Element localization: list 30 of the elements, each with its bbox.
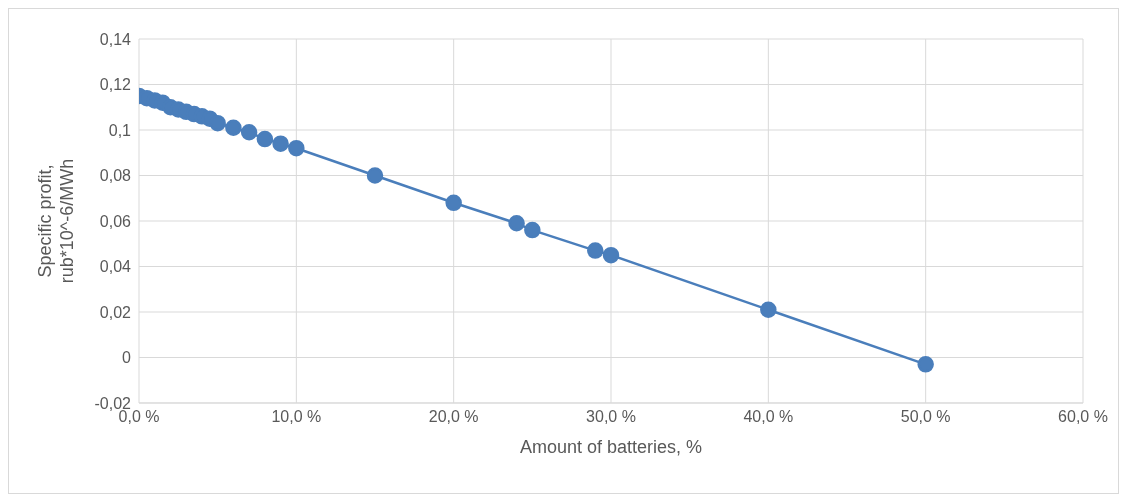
y-tick-label: 0,02 — [99, 303, 132, 321]
point — [209, 114, 226, 132]
y-tick-label: 0,12 — [99, 76, 132, 94]
point — [760, 301, 777, 318]
x-axis-title: Amount of batteries, % — [519, 437, 703, 457]
point — [602, 246, 620, 264]
point — [917, 356, 934, 373]
point — [272, 135, 289, 152]
point — [288, 139, 305, 157]
y-axis-title: Specific profit, rub*10^-6/MWh — [35, 158, 77, 284]
point — [240, 124, 258, 141]
point — [445, 194, 462, 212]
x-tick-label: 10,0 % — [271, 408, 322, 426]
point — [256, 130, 274, 148]
point — [587, 242, 604, 259]
point — [225, 119, 242, 136]
y-tick-label: 0,1 — [108, 121, 132, 139]
x-tick-label: 20,0 % — [428, 408, 479, 426]
point — [366, 167, 384, 184]
y-tick-label: 0 — [122, 349, 132, 367]
y-tick-label: 0,04 — [99, 258, 132, 276]
x-tick-label: 30,0 % — [586, 408, 636, 426]
point — [508, 215, 525, 232]
y-tick-label: 0,06 — [99, 212, 132, 230]
y-tick-label: 0,08 — [99, 167, 132, 185]
y-tick-label: 0,14 — [99, 30, 132, 48]
x-tick-label: 60,0 % — [1058, 408, 1108, 426]
x-tick-label: 50,0 % — [900, 408, 951, 426]
point — [524, 221, 541, 239]
x-tick-label: 40,0 % — [743, 408, 794, 426]
